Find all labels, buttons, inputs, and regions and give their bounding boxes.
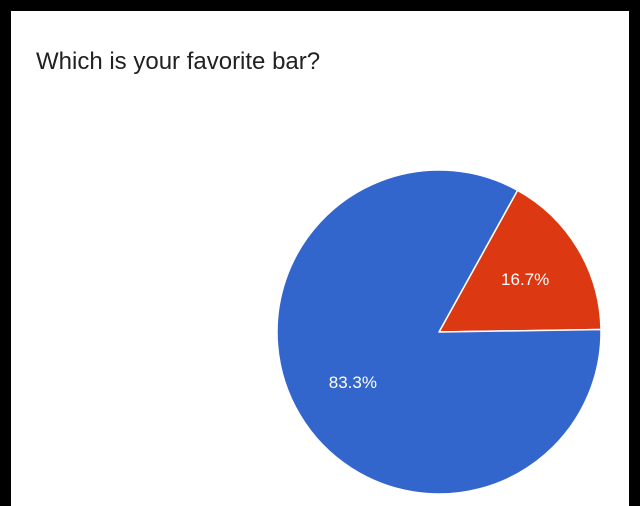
pie-chart: 16.7% 83.3% xyxy=(276,169,602,495)
pie-slice-label-1: 83.3% xyxy=(329,373,377,392)
pie-slice-1 xyxy=(276,169,602,495)
pie-slice-0 xyxy=(438,189,602,333)
pie-slice-label-0: 16.7% xyxy=(501,270,549,289)
chart-title: Which is your favorite bar? xyxy=(36,48,321,75)
